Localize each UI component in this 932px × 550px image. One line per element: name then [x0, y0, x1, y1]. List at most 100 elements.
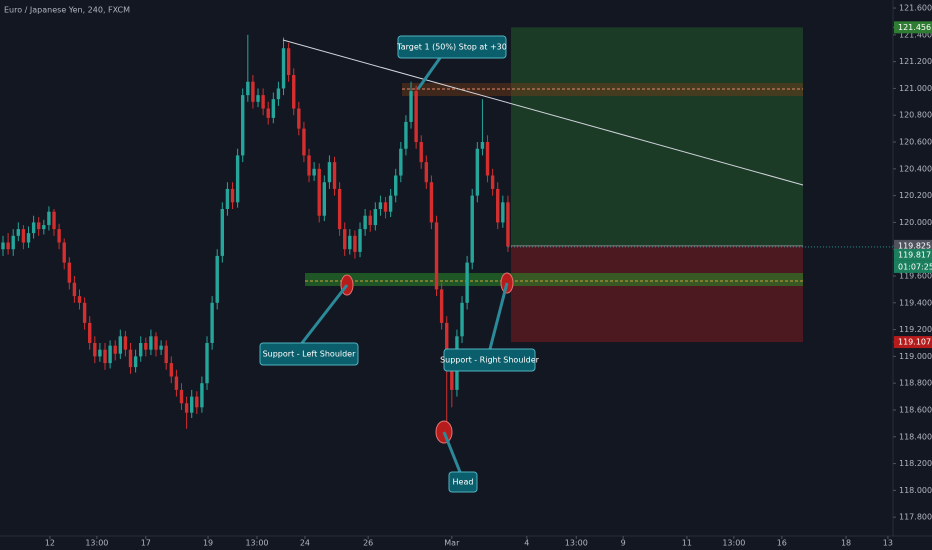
- candle-body: [450, 356, 454, 390]
- y-tick-label: 117.800: [899, 513, 932, 522]
- candle-body: [358, 229, 362, 252]
- candle-body: [256, 95, 260, 102]
- candle-body: [164, 345, 168, 364]
- candle-body: [388, 195, 393, 212]
- candle-body: [496, 188, 500, 223]
- candles: [1, 34, 510, 435]
- candle-body: [26, 233, 31, 243]
- candle-body: [88, 322, 92, 344]
- candle-body: [302, 128, 306, 156]
- candle-body: [490, 175, 495, 189]
- candle-body: [205, 343, 209, 384]
- x-tick-label: 9: [621, 539, 626, 548]
- candle-body: [307, 155, 311, 176]
- candle-body: [312, 168, 316, 176]
- callout-text: Head: [453, 478, 474, 487]
- candle-body: [332, 162, 337, 189]
- x-tick-label: 16: [777, 539, 787, 548]
- callout-text: Target 1 (50%) Stop at +30: [396, 43, 507, 52]
- x-tick-label: 13:00: [245, 539, 268, 548]
- candle-body: [52, 211, 56, 230]
- candle-body: [215, 255, 219, 303]
- y-tick-label: 121.000: [899, 84, 932, 93]
- candle-body: [93, 343, 97, 357]
- candle-body: [230, 188, 235, 203]
- candle-body: [271, 99, 276, 118]
- connector: [300, 284, 349, 344]
- candle-body: [445, 322, 449, 357]
- support-zone: [305, 273, 803, 286]
- candle-body: [190, 396, 194, 413]
- candle-body: [241, 95, 245, 156]
- candle-body: [82, 302, 87, 323]
- x-tick-label: 13:00: [565, 539, 588, 548]
- candle-body: [200, 383, 204, 408]
- candle-body: [235, 155, 240, 203]
- x-tick-label: 12: [45, 539, 55, 548]
- candle-body: [465, 262, 469, 303]
- candle-body: [62, 242, 66, 263]
- candle-body: [368, 215, 372, 226]
- y-tick-label: 118.200: [899, 459, 932, 468]
- candle-body: [297, 108, 301, 129]
- candle-body: [251, 81, 255, 102]
- candle-body: [47, 211, 51, 226]
- candle-body: [113, 345, 117, 354]
- candle-body: [383, 202, 388, 212]
- candle-body: [123, 336, 128, 350]
- x-tick-label: 4: [524, 539, 529, 548]
- entry-label: 119.825: [898, 241, 931, 250]
- candle-body: [108, 345, 112, 364]
- candle-body: [373, 209, 378, 226]
- candle-body: [343, 229, 347, 250]
- x-tick-label: 26: [363, 539, 373, 548]
- connector: [442, 431, 462, 473]
- y-tick-label: 121.400: [899, 30, 932, 39]
- candle-body: [281, 48, 286, 89]
- target-label-bg: [894, 21, 932, 34]
- candle-body: [424, 162, 429, 183]
- candle-body: [246, 81, 250, 96]
- callout-text: Support - Left Shoulder: [263, 350, 357, 359]
- candle-body: [429, 182, 434, 223]
- y-tick-label: 118.800: [899, 379, 932, 388]
- x-tick-label: 19: [203, 539, 213, 548]
- candle-body: [154, 336, 158, 350]
- candle-body: [77, 296, 82, 303]
- candle-body: [1, 242, 5, 250]
- y-tick-label: 121.600: [899, 4, 932, 13]
- y-tick-label: 120.600: [899, 138, 932, 147]
- candle-body: [169, 363, 174, 377]
- candle-body: [286, 48, 291, 76]
- candle-body: [439, 289, 444, 323]
- x-tick-label: 24: [300, 539, 310, 548]
- candle-body: [21, 229, 26, 243]
- candle-body: [363, 215, 367, 230]
- last-price-label-bg: [894, 248, 932, 261]
- target-label: 121.456: [898, 23, 931, 32]
- candle-body: [179, 389, 184, 404]
- candle-body: [144, 343, 148, 350]
- candle-body: [139, 343, 143, 357]
- candle-body: [174, 376, 179, 390]
- candle-body: [419, 142, 423, 163]
- y-tick-label: 120.800: [899, 111, 932, 120]
- x-tick-label: 17: [141, 539, 151, 548]
- y-tick-label: 120.200: [899, 191, 932, 200]
- countdown-label-bg: [894, 260, 932, 273]
- connector: [488, 282, 509, 350]
- candle-body: [506, 202, 510, 247]
- candle-body: [322, 182, 327, 216]
- candle-body: [118, 336, 123, 354]
- y-tick-label: 118.600: [899, 405, 932, 414]
- x-tick-label: 13:00: [85, 539, 108, 548]
- stop-label: 119.107: [898, 338, 931, 347]
- candle-body: [404, 121, 408, 149]
- candle-body: [394, 175, 398, 196]
- y-tick-label: 119.400: [899, 298, 932, 307]
- stop-label-bg: [894, 336, 932, 349]
- callout: [259, 342, 359, 366]
- loss-zone: [511, 245, 803, 343]
- candle-body: [159, 345, 163, 350]
